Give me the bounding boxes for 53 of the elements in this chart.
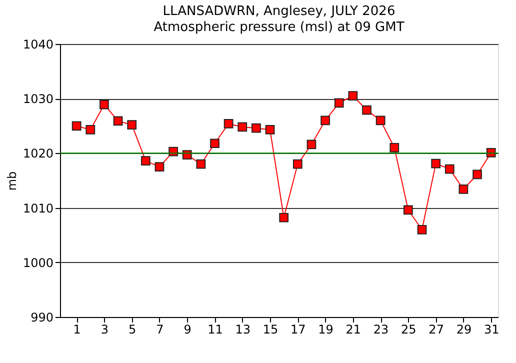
point — [458, 184, 468, 194]
point — [417, 224, 427, 234]
point — [472, 170, 482, 180]
point — [140, 156, 150, 166]
x-tick-label: 15 — [262, 322, 278, 336]
x-tick-label: 29 — [456, 322, 472, 336]
point — [279, 212, 289, 222]
point — [238, 122, 248, 132]
y-tick-label: 1010 — [22, 201, 54, 216]
point — [376, 116, 386, 126]
point — [100, 100, 109, 110]
y-tick-label: 1000 — [22, 256, 54, 270]
x-tick-label: 21 — [346, 322, 362, 336]
x-tick-label: 7 — [156, 322, 164, 336]
x-tick-label: 5 — [128, 322, 136, 336]
point — [196, 159, 206, 169]
point — [86, 125, 96, 134]
point — [224, 119, 234, 128]
y-tick-label: 1020 — [22, 146, 54, 161]
x-tick-label: 1 — [73, 322, 81, 336]
point — [362, 105, 372, 115]
point — [431, 158, 441, 168]
y-tick-label: 990 — [30, 310, 54, 324]
x-tick-label: 9 — [184, 322, 192, 336]
x-tick-label: 27 — [428, 322, 444, 336]
point — [127, 120, 137, 130]
point — [320, 116, 330, 126]
x-tick-label: 13 — [235, 322, 251, 336]
x-tick-label: 17 — [290, 322, 306, 336]
point — [252, 123, 261, 133]
chart-title: LLANSADWRN, Anglesey, JULY 2026 — [162, 4, 396, 19]
y-tick-label: 1040 — [22, 38, 54, 52]
point — [113, 116, 123, 126]
x-tick-label: 19 — [318, 322, 334, 336]
point — [72, 121, 82, 131]
point — [404, 205, 413, 215]
chart-subtitle: Atmospheric pressure (msl) at 09 GMT — [154, 20, 404, 35]
point — [334, 98, 344, 108]
x-tick-label: 3 — [100, 322, 109, 336]
point — [390, 143, 400, 152]
x-tick-label: 25 — [401, 322, 416, 336]
y-axis-title: mb — [4, 171, 19, 191]
point — [444, 164, 454, 174]
point — [154, 162, 164, 172]
point — [265, 125, 275, 134]
point — [210, 138, 220, 148]
point — [348, 91, 358, 101]
y-tick-label: 1030 — [22, 92, 54, 106]
point — [306, 140, 316, 150]
x-tick-label: 11 — [208, 322, 223, 336]
x-tick-label: 23 — [373, 322, 389, 336]
point — [292, 159, 302, 169]
x-tick-label: 31 — [484, 322, 500, 336]
